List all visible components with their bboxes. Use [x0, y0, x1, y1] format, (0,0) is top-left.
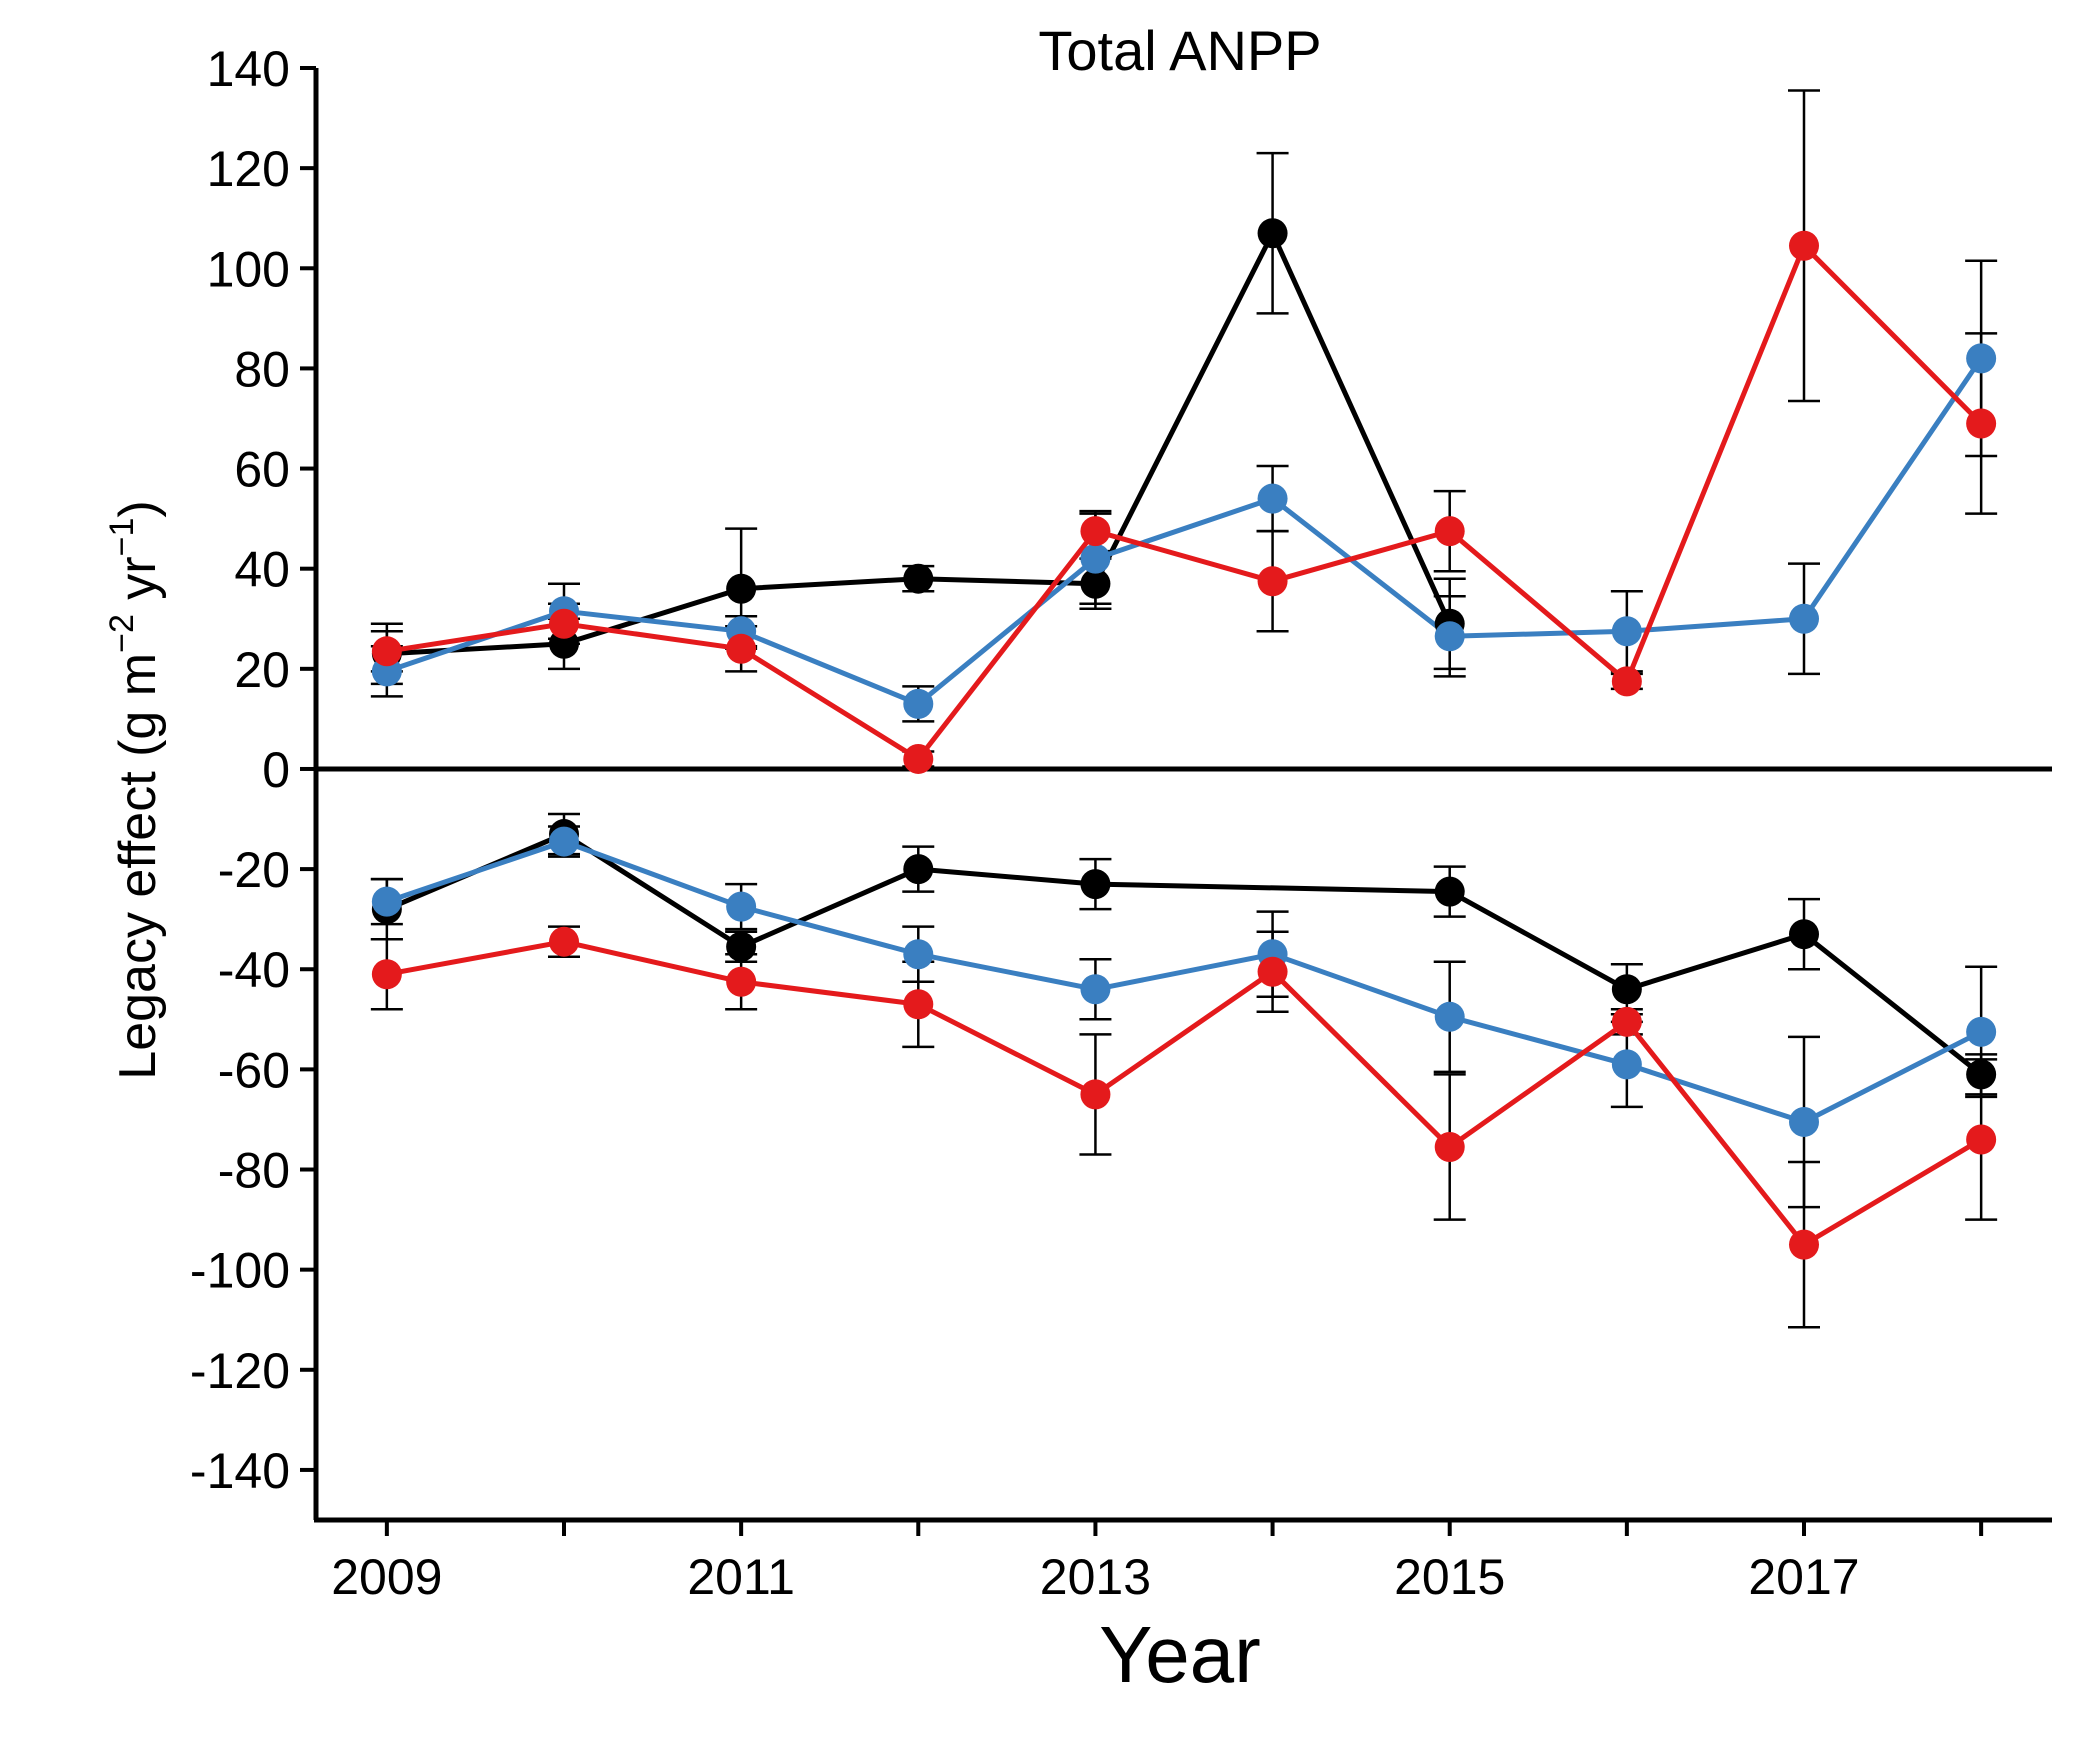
data-point: [1789, 1106, 1819, 1137]
data-point: [549, 826, 579, 857]
chart-title: Total ANPP: [1038, 19, 1321, 82]
x-tick-label: 2009: [331, 1549, 442, 1605]
data-point: [1257, 566, 1288, 597]
data-point: [1789, 1229, 1819, 1260]
data-point: [1080, 568, 1111, 599]
data-point: [1789, 230, 1819, 261]
data-point: [1080, 974, 1111, 1005]
y-tick-label: -60: [218, 1042, 290, 1098]
data-point: [1080, 543, 1111, 574]
data-point: [1257, 483, 1288, 514]
data-point: [903, 989, 934, 1020]
y-tick-label: -80: [218, 1143, 290, 1199]
y-tick-label: -40: [218, 942, 290, 998]
data-point: [1789, 603, 1819, 634]
data-point: [1080, 516, 1111, 547]
x-tick-label: 2015: [1394, 1549, 1505, 1605]
x-axis-label: Year: [1099, 1610, 1261, 1699]
y-tick-label: -140: [190, 1443, 290, 1499]
data-point: [1966, 343, 1997, 374]
data-point: [903, 688, 934, 719]
data-point: [1611, 974, 1642, 1005]
series-line: [386, 356, 1984, 707]
y-tick-label: 80: [234, 341, 290, 397]
data-point: [371, 959, 402, 990]
data-point: [726, 966, 757, 997]
x-tick-label: 2017: [1748, 1549, 1859, 1605]
data-point: [1611, 1049, 1642, 1080]
data-point: [1434, 876, 1465, 907]
data-point: [1966, 1016, 1997, 1047]
data-point: [1611, 616, 1642, 647]
data-point: [371, 636, 402, 667]
data-point: [1966, 408, 1997, 439]
data-point: [1966, 1124, 1997, 1155]
y-axis-label-main: Legacy effect (g m: [109, 653, 167, 1080]
y-tick-label: 140: [207, 41, 290, 97]
data-point: [549, 926, 579, 957]
y-axis-label-mid: yr: [109, 556, 167, 614]
data-point: [1080, 869, 1111, 900]
y-tick-label: 60: [234, 442, 290, 498]
data-point: [1080, 1079, 1111, 1110]
data-point: [1434, 1001, 1465, 1032]
y-tick-label: 120: [207, 141, 290, 197]
y-axis-label: Legacy effect (g m−2 yr−1): [103, 500, 167, 1079]
data-point: [1434, 621, 1465, 652]
data-point: [726, 573, 757, 604]
series-line: [386, 243, 1983, 762]
data-point: [903, 743, 934, 774]
data-point: [726, 931, 757, 962]
data-point: [903, 563, 934, 594]
y-axis-label-end: ): [109, 500, 167, 517]
y-tick-label: -120: [190, 1343, 290, 1399]
data-point: [1257, 956, 1288, 987]
x-tick-label: 2013: [1040, 1549, 1151, 1605]
y-tick-label: 100: [207, 241, 290, 297]
data-point: [726, 633, 757, 664]
data-point: [549, 608, 579, 639]
error-bars: [370, 89, 1998, 1329]
y-tick-label: 0: [262, 742, 290, 798]
data-point: [1966, 1059, 1997, 1090]
data-point: [1611, 666, 1642, 697]
data-point: [726, 891, 757, 922]
y-tick-label: -100: [190, 1243, 290, 1299]
axes: [300, 66, 2052, 1536]
data-point: [1611, 1006, 1642, 1037]
y-tick-label: 40: [234, 542, 290, 598]
tick-labels: 140 120 100 80 60 40 20 0 -20 -40 -60 -80 -100 -120 -1…: [190, 41, 1860, 1605]
data-point: [1434, 1131, 1465, 1162]
y-tick-label: 20: [234, 642, 290, 698]
data-point: [1434, 516, 1465, 547]
y-tick-label: -20: [218, 842, 290, 898]
data-point: [1789, 919, 1819, 950]
data-point: [1257, 218, 1288, 249]
data-points: [371, 218, 1997, 1260]
series-line: [386, 839, 1983, 1125]
x-tick-label: 2011: [687, 1549, 795, 1605]
y-axis-label-sup2: −1: [103, 518, 141, 557]
data-point: [903, 854, 934, 885]
y-axis-label-sup1: −2: [103, 614, 141, 653]
series-lines: [385, 230, 1984, 1248]
data-point: [903, 939, 934, 970]
series-line: [386, 939, 1983, 1248]
data-point: [371, 886, 402, 917]
